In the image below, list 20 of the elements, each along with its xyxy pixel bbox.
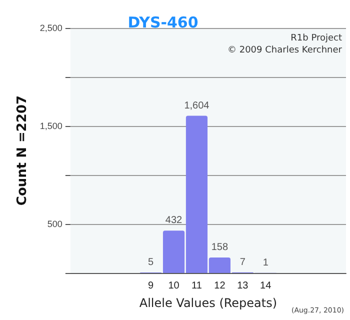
y-tick-label: 1,500 [40,121,62,131]
data-label: 7 [240,256,246,268]
x-tick-label: 10 [168,280,180,292]
x-tick-label: 11 [192,280,202,292]
data-label: 432 [165,215,183,226]
annotation: © 2009 Charles Kerchner [227,46,342,56]
annotation: R1b Project [290,34,342,44]
x-tick-label: 13 [237,280,249,292]
y-tick-label: 2,500 [40,23,62,33]
data-label: 158 [211,242,228,254]
chart-title: DYS-460 [128,14,198,32]
data-label: 1 [262,257,269,268]
data-label: 5 [148,257,154,268]
x-axis-title: Allele Values (Repeats) [139,296,278,310]
x-tick-label: 9 [148,280,154,292]
x-tick-label: 14 [260,280,272,292]
y-axis-title: Count N =2207 [15,95,30,206]
y-tick-label: 500 [47,219,62,229]
data-label: 1,604 [184,100,210,112]
x-tick-label: 12 [214,280,226,292]
